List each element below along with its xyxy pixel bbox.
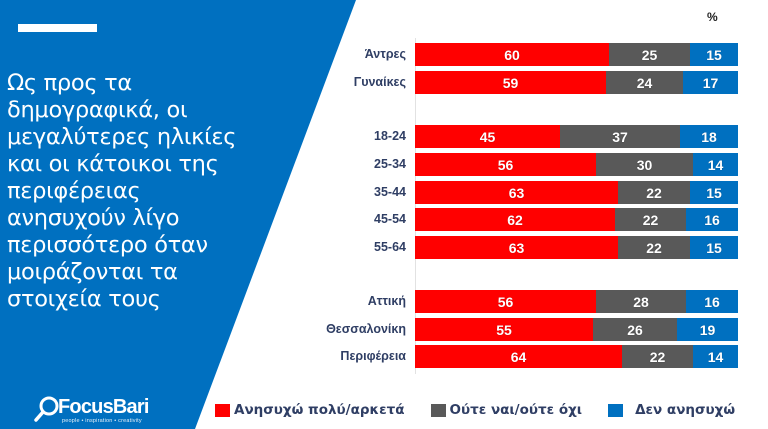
bar-segment-not-concerned: 14 [693, 153, 738, 176]
legend-item-neutral: Ούτε ναι/ούτε όχι [430, 402, 583, 418]
data-label: 45 [479, 128, 496, 145]
bar-segment-concerned: 60 [415, 43, 609, 66]
data-label: 22 [646, 184, 662, 201]
headline-line: και οι κάτοικοι της [7, 151, 219, 177]
legend-label: Ανησυχώ πολύ/αρκετά [234, 402, 405, 418]
row-label: 35-44 [374, 185, 406, 199]
logo-name: FocusBari [58, 396, 149, 418]
headline-line: περισσότερο όταν [7, 232, 208, 258]
data-label: 59 [502, 74, 519, 91]
row-label: Άντρες [364, 47, 406, 61]
bar-segment-neutral: 30 [596, 153, 693, 176]
row-label: Περιφέρεια [340, 349, 406, 363]
data-label: 56 [497, 293, 514, 310]
unit-label: % [707, 10, 718, 24]
bar-segment-neutral: 22 [622, 345, 693, 368]
bar-segment-not-concerned: 17 [683, 71, 738, 94]
bar-segment-neutral: 37 [560, 125, 680, 148]
data-label: 63 [508, 239, 525, 256]
bar-segment-not-concerned: 15 [690, 236, 738, 259]
data-label: 22 [642, 211, 659, 228]
row-label: 25-34 [374, 157, 406, 171]
data-label: 15 [706, 239, 722, 256]
data-label: 19 [699, 321, 716, 338]
bar-segment-concerned: 45 [415, 125, 560, 148]
legend: Ανησυχώ πολύ/αρκετά Ούτε ναι/ούτε όχι Δε… [215, 402, 761, 418]
data-label: 18 [701, 128, 717, 145]
data-label: 17 [702, 74, 719, 91]
headline-line: μοιράζονται τα [7, 259, 178, 285]
bar-segment-not-concerned: 19 [677, 318, 738, 341]
data-label: 22 [649, 348, 666, 365]
logo-tagline: people • inspiration • creativity [62, 418, 142, 424]
bar-segment-concerned: 56 [415, 290, 596, 313]
bar-segment-concerned: 56 [415, 153, 596, 176]
focusbari-logo: FocusBari people • inspiration • creativ… [34, 396, 164, 426]
data-label: 25 [641, 46, 658, 63]
data-label: 26 [627, 321, 643, 338]
data-label: 63 [508, 184, 525, 201]
legend-label: Δεν ανησυχώ [635, 402, 736, 418]
legend-item-concerned: Ανησυχώ πολύ/αρκετά [215, 402, 405, 418]
row-label: 55-64 [374, 240, 406, 254]
bar-segment-concerned: 55 [415, 318, 593, 341]
bar-segment-neutral: 28 [596, 290, 686, 313]
data-label: 62 [507, 211, 523, 228]
bar-segment-not-concerned: 14 [693, 345, 738, 368]
data-label: 55 [496, 321, 512, 338]
bar-segment-neutral: 22 [618, 236, 690, 259]
headline-line: περιφέρειας [7, 178, 141, 204]
row-label: Θεσσαλονίκη [326, 322, 406, 336]
data-label: 22 [646, 239, 662, 256]
bar-segment-not-concerned: 15 [690, 181, 738, 204]
data-label: 15 [706, 46, 722, 63]
headline-line: μεγαλύτερες ηλικίες [7, 124, 237, 150]
bar-segment-concerned: 64 [415, 345, 622, 368]
headline: Ως προς τα δημογραφικά, οι μεγαλύτερες η… [7, 70, 337, 313]
row-label: 45-54 [374, 212, 406, 226]
bar-segment-neutral: 22 [615, 208, 686, 231]
data-label: 16 [704, 293, 720, 310]
bar-segment-concerned: 63 [415, 236, 618, 259]
bar-segment-neutral: 25 [609, 43, 690, 66]
data-label: 56 [497, 156, 514, 173]
data-label: 15 [706, 184, 722, 201]
bar-segment-neutral: 26 [593, 318, 677, 341]
bar-segment-neutral: 22 [618, 181, 690, 204]
headline-line: Ως προς τα [7, 70, 132, 96]
bar-segment-not-concerned: 18 [680, 125, 738, 148]
row-label: 18-24 [374, 129, 406, 143]
data-label: 14 [707, 348, 724, 365]
bar-segment-concerned: 62 [415, 208, 615, 231]
bar-segment-concerned: 63 [415, 181, 618, 204]
data-label: 28 [633, 293, 649, 310]
accent-rule [18, 24, 97, 32]
magnifier-icon [34, 396, 59, 422]
bar-segment-not-concerned: 16 [686, 290, 738, 313]
data-label: 14 [707, 156, 724, 173]
legend-swatch-blue [608, 403, 624, 417]
data-label: 64 [510, 348, 527, 365]
bar-segment-concerned: 59 [415, 71, 606, 94]
data-label: 60 [504, 46, 520, 63]
legend-item-not-concerned: Δεν ανησυχώ [608, 402, 735, 418]
legend-swatch-red [215, 403, 230, 417]
category-axis-line [415, 38, 416, 374]
bar-segment-not-concerned: 15 [690, 43, 738, 66]
bar-segment-not-concerned: 16 [686, 208, 738, 231]
headline-line: στοιχεία τους [7, 286, 161, 312]
data-label: 30 [636, 156, 653, 173]
row-label: Γυναίκες [353, 75, 406, 89]
headline-line: δημογραφικά, οι [7, 97, 188, 123]
legend-label: Ούτε ναι/ούτε όχι [449, 402, 583, 418]
headline-line: ανησυχούν λίγο [7, 205, 180, 231]
data-label: 37 [612, 128, 628, 145]
row-label: Αττική [367, 294, 406, 308]
data-label: 16 [704, 211, 720, 228]
bar-segment-neutral: 24 [606, 71, 683, 94]
legend-swatch-gray [430, 403, 446, 417]
data-label: 24 [636, 74, 653, 91]
